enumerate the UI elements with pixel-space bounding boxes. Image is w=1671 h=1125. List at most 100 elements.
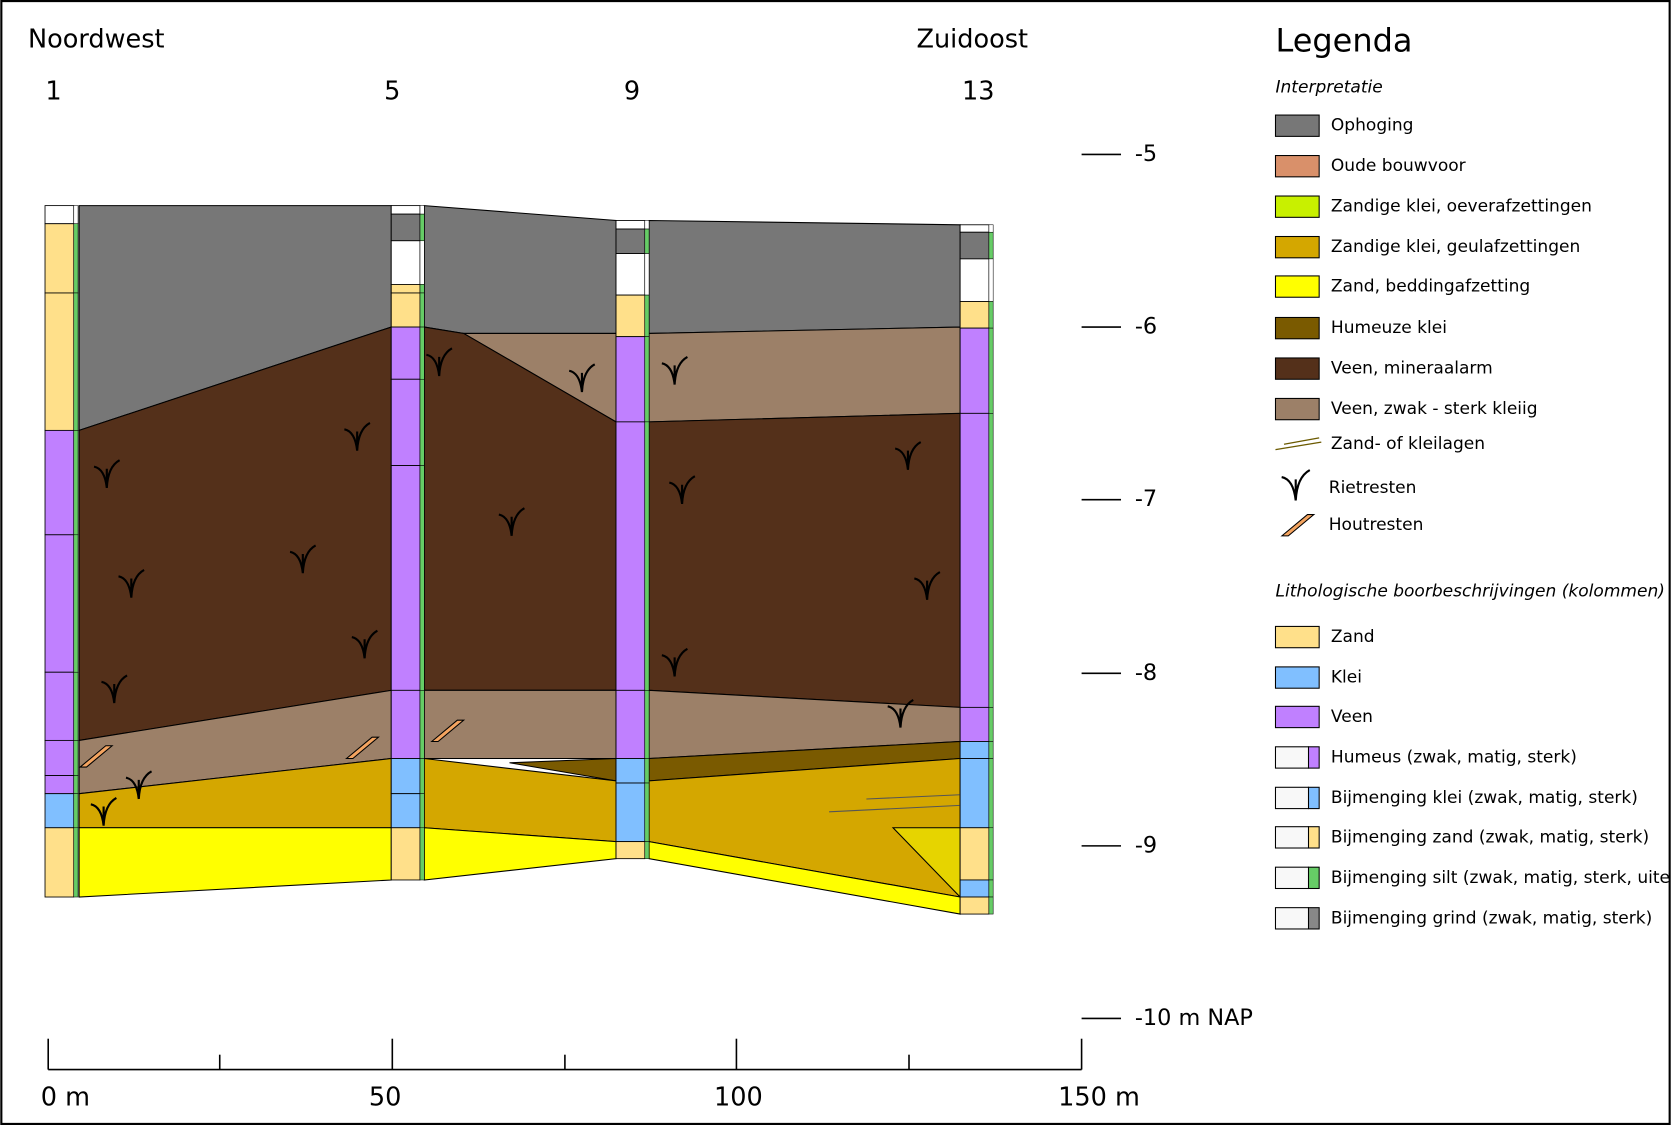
column-segment	[45, 776, 74, 794]
legend-swatch	[1275, 706, 1319, 727]
legend-label: Humeus (zwak, matig, sterk)	[1331, 747, 1577, 767]
admixture-strip	[74, 293, 78, 430]
admixture-strip	[74, 740, 78, 775]
admixture-strip	[645, 295, 649, 337]
admixture-strip	[989, 707, 993, 741]
legend-label: Ophoging	[1331, 116, 1414, 136]
column-segment	[391, 293, 420, 327]
layers	[45, 206, 993, 914]
legend-swatch	[1275, 237, 1319, 258]
column-segment	[45, 740, 74, 775]
direction-label: Noordwest	[28, 24, 165, 54]
admixture-strip	[420, 794, 424, 828]
borehole-label: 1	[45, 77, 61, 107]
legend-title: Legenda	[1275, 22, 1412, 60]
column-segment	[45, 293, 74, 430]
admixture-strip	[989, 880, 993, 897]
distance-label: 0 m	[41, 1082, 90, 1112]
admixture-strip	[989, 741, 993, 758]
layer	[649, 327, 960, 422]
column-segment	[391, 794, 420, 828]
depth-label: -10 m NAP	[1135, 1005, 1253, 1031]
depth-label: -5	[1135, 141, 1157, 167]
legend-label: Veen	[1331, 707, 1373, 727]
column-segment	[45, 828, 74, 897]
legend-swatch	[1275, 787, 1308, 808]
column-segment	[391, 241, 420, 285]
distance-label: 100	[714, 1082, 763, 1112]
legend-section-title: Lithologische boorbeschrijvingen (kolomm…	[1275, 581, 1664, 601]
admixture-strip	[420, 284, 424, 293]
admixture-strip	[74, 794, 78, 828]
legend-label: Houtresten	[1329, 515, 1424, 535]
legend-swatch	[1309, 867, 1320, 888]
legend-label: Zand	[1331, 627, 1375, 647]
legend-label: Oude bouwvoor	[1331, 156, 1466, 176]
legend-label: Veen, zwak - sterk kleiig	[1331, 399, 1538, 419]
admixture-strip	[989, 259, 993, 302]
legend-label: Bijmenging zand (zwak, matig, sterk)	[1331, 827, 1649, 847]
legend-label: Zand- of kleilagen	[1331, 434, 1485, 454]
column-segment	[45, 206, 74, 224]
borehole-label: 9	[624, 77, 640, 107]
borehole-label: 5	[384, 77, 400, 107]
admixture-strip	[645, 842, 649, 859]
admixture-strip	[645, 783, 649, 842]
column-segment	[960, 897, 989, 914]
admixture-strip	[989, 301, 993, 328]
admixture-strip	[420, 828, 424, 880]
legend-swatch	[1275, 276, 1319, 297]
depth-label: -6	[1135, 314, 1157, 340]
legend-section-title: Interpretatie	[1275, 77, 1382, 97]
admixture-strip	[989, 328, 993, 413]
admixture-strip	[989, 413, 993, 707]
admixture-strip	[420, 690, 424, 758]
admixture-strip	[645, 337, 649, 422]
column-segment	[960, 225, 989, 232]
column-segment	[960, 328, 989, 413]
legend-label: Bijmenging klei (zwak, matig, sterk)	[1331, 788, 1638, 808]
admixture-strip	[74, 672, 78, 740]
column-segment	[391, 466, 420, 691]
admixture-strip	[989, 759, 993, 828]
column-segment	[391, 828, 420, 880]
legend-label: Veen, mineraalarm	[1331, 359, 1493, 379]
legend-swatch	[1275, 115, 1319, 136]
legend-swatch	[1309, 908, 1320, 929]
layer	[649, 413, 960, 707]
column-segment	[960, 232, 989, 259]
admixture-strip	[420, 379, 424, 465]
legend-swatch	[1309, 747, 1320, 768]
column-segment	[960, 301, 989, 328]
column-segment	[960, 707, 989, 741]
layer	[649, 221, 960, 334]
legend-swatch	[1275, 908, 1308, 929]
legend-swatch	[1275, 196, 1319, 217]
admixture-strip	[989, 897, 993, 914]
cross-section: Noordwest Zuidoost Legenda Interpretatie…	[0, 0, 1671, 1125]
column-segment	[960, 413, 989, 707]
column-segment	[391, 284, 420, 293]
legend-swatch	[1309, 827, 1320, 848]
column-segment	[616, 783, 645, 842]
column-segment	[616, 690, 645, 758]
admixture-strip	[645, 221, 649, 230]
column-segment	[616, 229, 645, 254]
legend-label: Klei	[1331, 668, 1362, 688]
column-segment	[45, 794, 74, 828]
depth-label: -8	[1135, 660, 1157, 686]
column-segment	[45, 535, 74, 672]
admixture-strip	[74, 535, 78, 672]
admixture-strip	[645, 690, 649, 758]
column-segment	[391, 327, 420, 379]
legend-label: Zand, beddingafzetting	[1331, 277, 1530, 297]
legend-swatch	[1275, 747, 1308, 768]
admixture-strip	[420, 759, 424, 794]
column-segment	[960, 259, 989, 302]
layer	[424, 206, 616, 334]
admixture-strip	[74, 430, 78, 534]
admixture-strip	[989, 828, 993, 880]
admixture-strip	[74, 828, 78, 897]
legend-label: Zandige klei, geulafzettingen	[1331, 237, 1580, 257]
legend-label: Humeuze klei	[1331, 318, 1447, 338]
